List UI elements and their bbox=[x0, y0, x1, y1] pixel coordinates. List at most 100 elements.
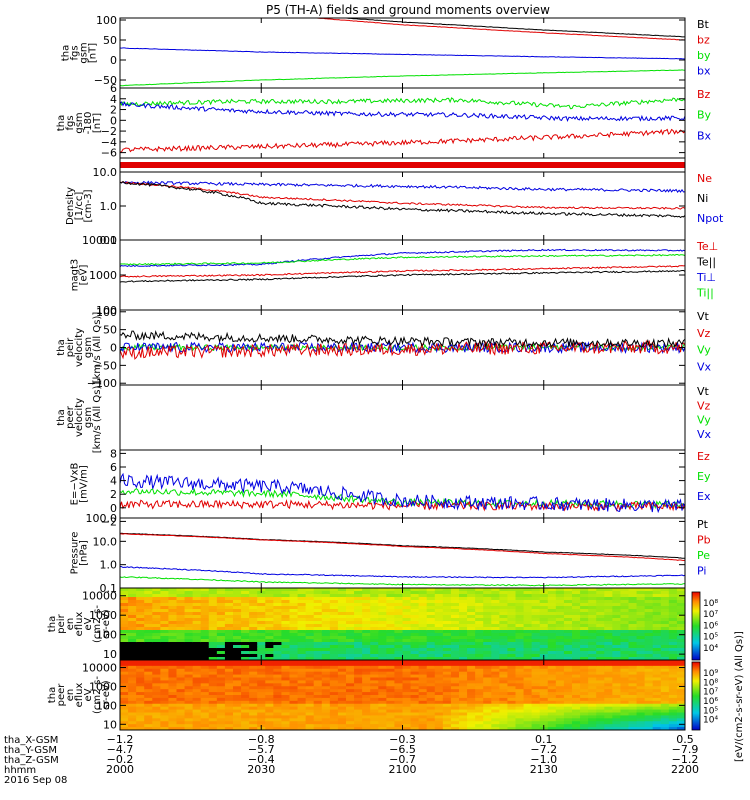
heatmap-cell bbox=[152, 624, 161, 628]
heatmap-cell bbox=[224, 615, 234, 619]
heatmap-cell bbox=[652, 612, 662, 616]
heatmap-cell bbox=[660, 692, 670, 696]
heatmap-cell bbox=[483, 727, 492, 730]
heatmap-cell bbox=[604, 642, 613, 646]
heatmap-cell bbox=[289, 715, 299, 719]
heatmap-cell bbox=[539, 677, 549, 682]
heatmap-cell bbox=[507, 689, 517, 693]
heatmap-cell bbox=[120, 674, 129, 679]
heatmap-cell bbox=[120, 621, 129, 625]
heatmap-cell bbox=[128, 642, 137, 646]
heatmap-cell bbox=[176, 645, 186, 649]
heatmap-cell bbox=[144, 718, 153, 722]
heatmap-cell bbox=[168, 621, 178, 625]
heatmap-cell bbox=[273, 639, 283, 643]
y-tick-label: −4 bbox=[101, 136, 117, 149]
heatmap-cell bbox=[200, 609, 210, 613]
heatmap-cell bbox=[450, 665, 460, 670]
heatmap-cell bbox=[491, 718, 500, 722]
heatmap-cell bbox=[208, 671, 218, 676]
heatmap-cell bbox=[612, 636, 622, 640]
heatmap-cell bbox=[442, 615, 452, 619]
heatmap-cell bbox=[160, 624, 170, 628]
heatmap-cell bbox=[120, 615, 129, 619]
heatmap-cell bbox=[636, 662, 646, 667]
heatmap-cell bbox=[499, 636, 509, 640]
heatmap-cell bbox=[636, 642, 646, 646]
heatmap-cell bbox=[563, 700, 573, 705]
heatmap-cell bbox=[515, 703, 525, 708]
heatmap-cell bbox=[459, 662, 468, 667]
heatmap-cell bbox=[224, 639, 234, 643]
heatmap-cell bbox=[176, 662, 186, 667]
heatmap-cell bbox=[668, 727, 678, 730]
heatmap-cell bbox=[531, 697, 541, 702]
heatmap-cell bbox=[176, 606, 186, 610]
heatmap-cell bbox=[152, 674, 161, 679]
heatmap-cell bbox=[539, 597, 549, 601]
heatmap-cell bbox=[354, 721, 363, 725]
heatmap-cell bbox=[168, 603, 178, 607]
heatmap-cell bbox=[628, 591, 638, 595]
heatmap-cell bbox=[184, 715, 194, 719]
heatmap-cell bbox=[596, 612, 605, 616]
heatmap-cell bbox=[386, 657, 396, 660]
heatmap-cell bbox=[313, 715, 323, 719]
heatmap-cell bbox=[426, 686, 436, 690]
heatmap-cell bbox=[216, 603, 226, 607]
heatmap-cell bbox=[426, 689, 436, 693]
heatmap-cell bbox=[507, 654, 517, 658]
heatmap-cell bbox=[434, 677, 444, 682]
heatmap-cell bbox=[580, 648, 589, 652]
heatmap-cell bbox=[547, 715, 557, 719]
heatmap-cell bbox=[224, 591, 234, 595]
heatmap-cell bbox=[596, 624, 605, 628]
heatmap-cell bbox=[257, 594, 266, 598]
heatmap-cell bbox=[329, 703, 339, 708]
heatmap-cell bbox=[442, 718, 452, 722]
heatmap-cell bbox=[184, 683, 194, 687]
heatmap-cell bbox=[265, 618, 274, 622]
heatmap-cell bbox=[402, 627, 412, 631]
heatmap-cell bbox=[192, 657, 202, 660]
heatmap-cell bbox=[402, 612, 412, 616]
heatmap-cell bbox=[160, 709, 170, 714]
heatmap-cell bbox=[152, 662, 161, 667]
heatmap-cell bbox=[281, 718, 291, 722]
heatmap-cell bbox=[128, 683, 137, 687]
heatmap-cell bbox=[620, 697, 630, 702]
heatmap-cell bbox=[604, 606, 613, 610]
heatmap-cell bbox=[426, 712, 436, 717]
heatmap-cell bbox=[297, 648, 307, 652]
heatmap-cell bbox=[176, 618, 186, 622]
heatmap-cell bbox=[531, 680, 541, 684]
heatmap-cell bbox=[612, 609, 622, 613]
heatmap-cell bbox=[442, 703, 452, 708]
heatmap-cell bbox=[410, 630, 420, 634]
heatmap-cell bbox=[418, 594, 428, 598]
heatmap-cell bbox=[321, 612, 331, 616]
heatmap-cell bbox=[426, 660, 436, 664]
heatmap-cell bbox=[450, 612, 460, 616]
heatmap-cell bbox=[249, 703, 258, 708]
heatmap-cell bbox=[450, 651, 460, 655]
heatmap-cell bbox=[604, 718, 613, 722]
heatmap-cell bbox=[475, 665, 484, 670]
heatmap-cell bbox=[329, 639, 339, 643]
heatmap-cell bbox=[636, 712, 646, 717]
heatmap-cell bbox=[378, 591, 387, 595]
heatmap-cell bbox=[515, 588, 525, 592]
heatmap-cell bbox=[676, 624, 685, 628]
heatmap-cell bbox=[184, 718, 194, 722]
heatmap-cell bbox=[321, 651, 331, 655]
heatmap-cell bbox=[386, 615, 396, 619]
heatmap-cell bbox=[668, 627, 678, 631]
heatmap-cell bbox=[346, 674, 355, 679]
heatmap-cell bbox=[168, 654, 178, 658]
heatmap-cell bbox=[660, 721, 670, 725]
heatmap-cell bbox=[192, 633, 202, 637]
heatmap-cell bbox=[321, 662, 331, 667]
heatmap-cell bbox=[313, 627, 323, 631]
heatmap-cell bbox=[152, 633, 161, 637]
